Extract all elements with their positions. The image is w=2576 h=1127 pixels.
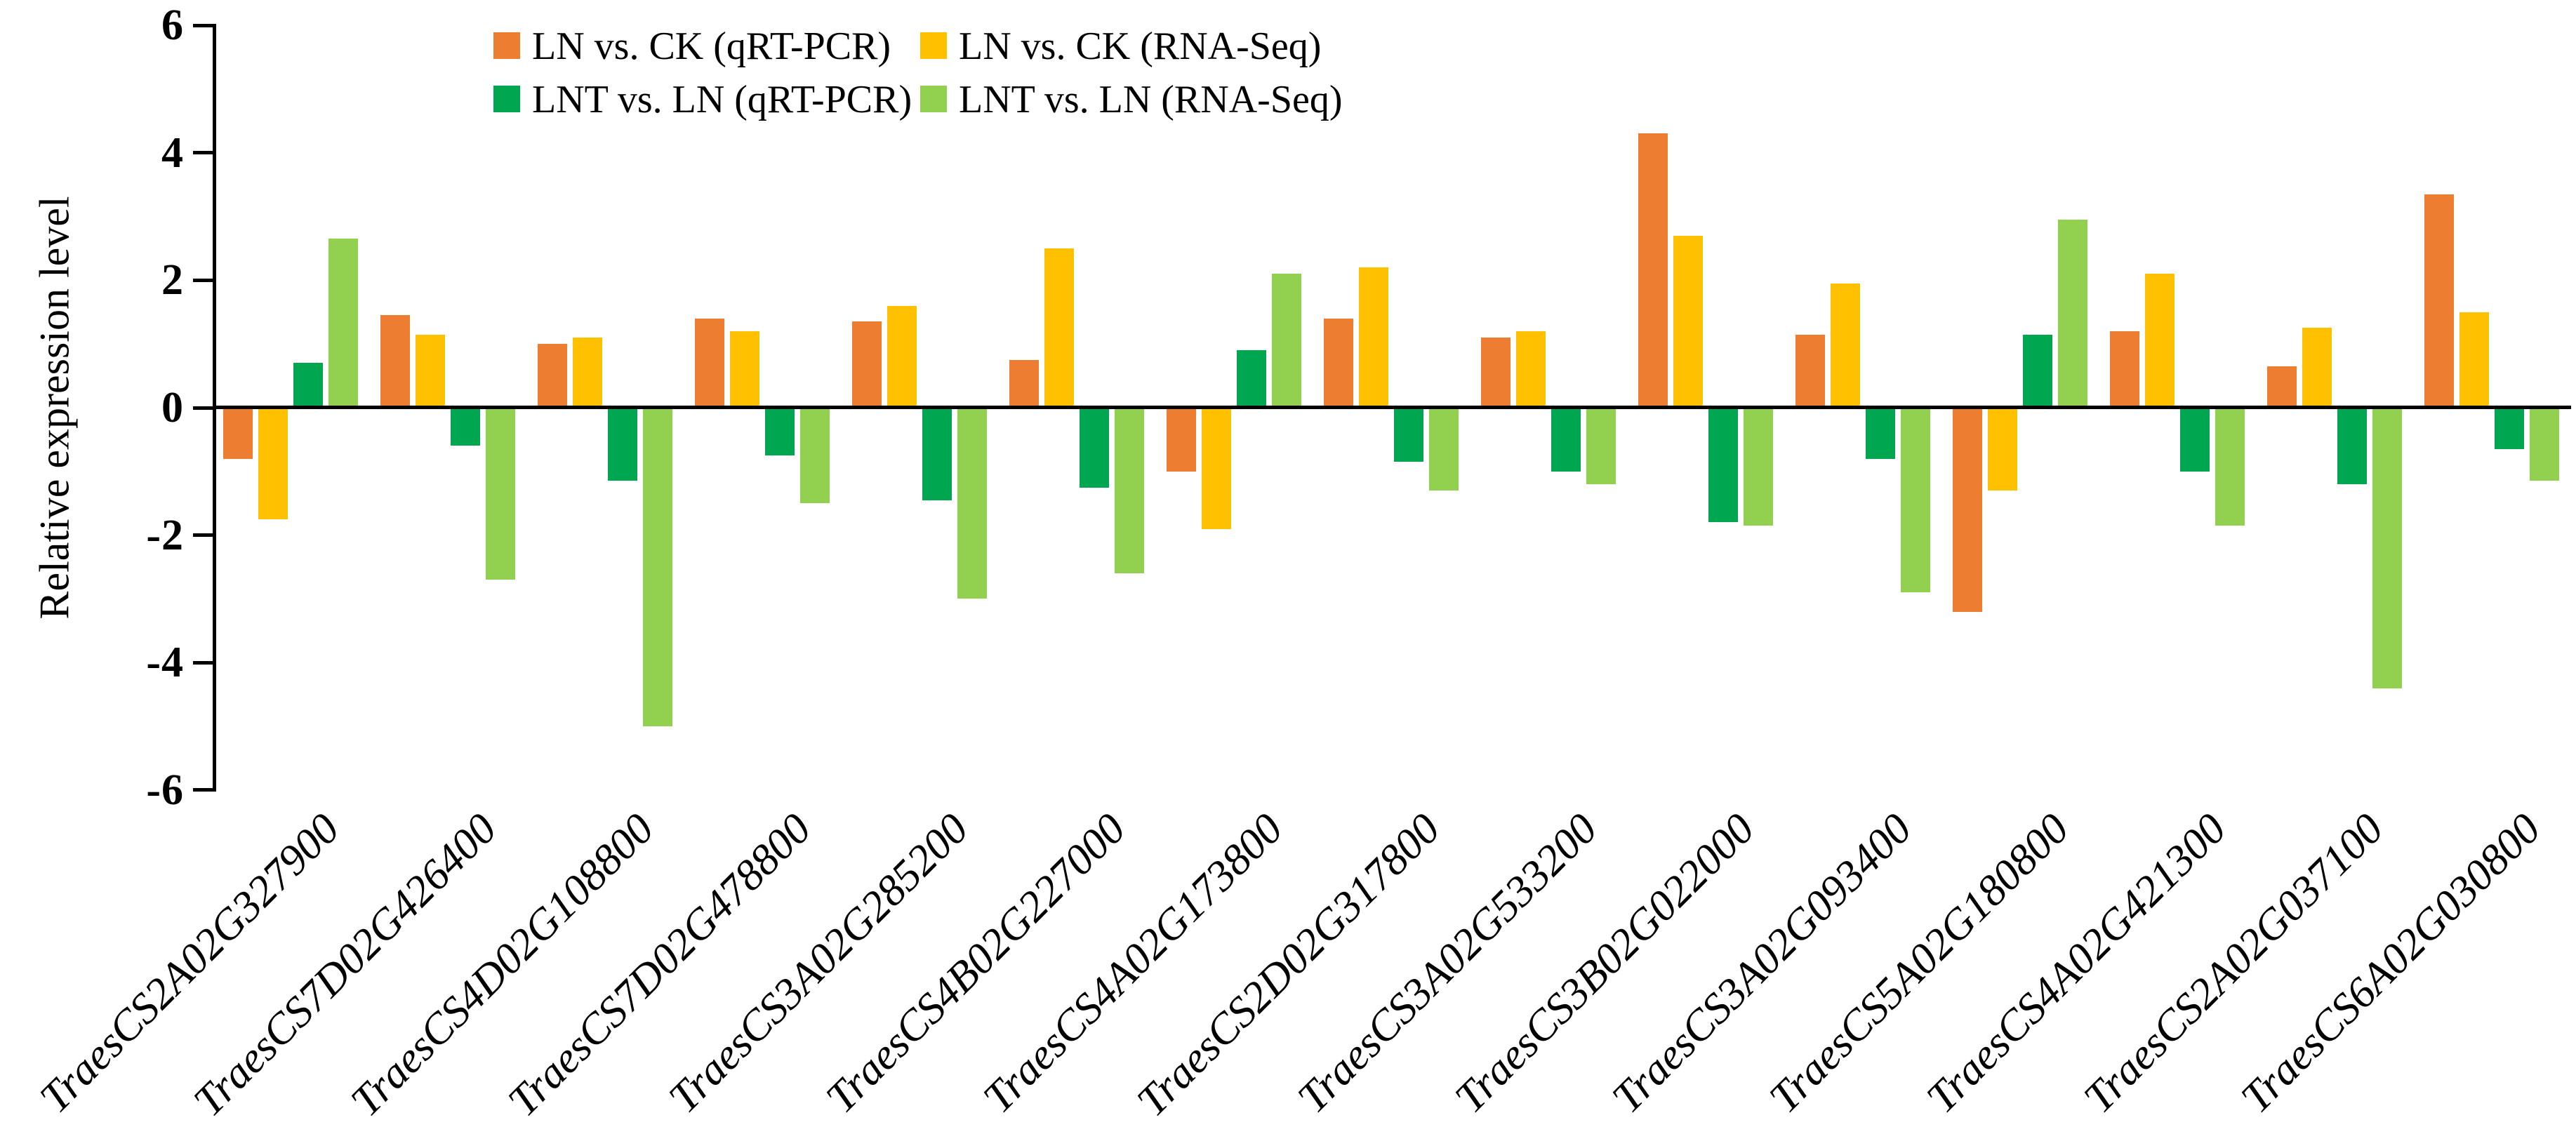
- legend-swatch-green: [493, 86, 520, 112]
- bar-TraesCS3A02G533200-s0: [1481, 338, 1511, 408]
- x-axis-label-TraesCS2A02G037100: TraesCS2A02G037100: [2075, 804, 2393, 1123]
- bar-TraesCS4A02G173800-s3: [1272, 274, 1301, 408]
- bar-TraesCS4A02G173800-s2: [1237, 350, 1266, 408]
- bar-TraesCS7D02G478800-s3: [800, 408, 830, 504]
- bar-TraesCS2A02G037100-s3: [2372, 408, 2402, 688]
- y-tick-mark: [193, 660, 216, 665]
- x-axis-label-TraesCS3A02G533200: TraesCS3A02G533200: [1289, 804, 1607, 1123]
- bar-TraesCS3A02G285200-s1: [887, 305, 917, 408]
- x-axis-label-TraesCS4D02G108800: TraesCS4D02G108800: [342, 804, 663, 1126]
- bar-TraesCS4A02G421300-s1: [2145, 274, 2175, 408]
- bar-TraesCS6A02G030800-s1: [2459, 312, 2489, 408]
- bar-TraesCS2A02G037100-s0: [2267, 366, 2297, 408]
- bar-TraesCS7D02G478800-s0: [695, 318, 724, 408]
- x-axis-label-TraesCS2D02G317800: TraesCS2D02G317800: [1128, 804, 1449, 1126]
- x-axis-zero-line: [213, 406, 2571, 409]
- bar-TraesCS4D02G108800-s0: [538, 344, 567, 408]
- bar-TraesCS3A02G533200-s2: [1551, 408, 1581, 472]
- y-tick-label: 2: [161, 256, 184, 305]
- bar-TraesCS3B02G022000-s1: [1673, 235, 1703, 408]
- bar-TraesCS4B02G227000-s0: [1009, 359, 1039, 408]
- x-axis-label-TraesCS3A02G093400: TraesCS3A02G093400: [1603, 804, 1921, 1123]
- bar-TraesCS3A02G533200-s3: [1586, 408, 1616, 484]
- bar-TraesCS4A02G421300-s0: [2110, 331, 2139, 408]
- legend-label: LNT vs. LN (RNA-Seq): [959, 78, 1343, 121]
- bar-TraesCS7D02G426400-s3: [486, 408, 515, 580]
- bar-TraesCS2A02G037100-s2: [2337, 408, 2367, 484]
- bar-TraesCS4D02G108800-s1: [573, 338, 602, 408]
- bar-TraesCS3A02G285200-s2: [922, 408, 952, 500]
- bar-TraesCS2A02G327900-s3: [328, 239, 358, 408]
- legend-label: LNT vs. LN (qRT-PCR): [532, 78, 912, 121]
- y-tick-label: -2: [146, 511, 184, 559]
- y-tick-label: -6: [146, 766, 184, 814]
- x-axis-label-TraesCS7D02G426400: TraesCS7D02G426400: [185, 804, 506, 1126]
- bar-TraesCS4B02G227000-s3: [1115, 408, 1144, 574]
- bar-TraesCS5A02G180800-s2: [2023, 334, 2052, 408]
- y-tick-mark: [193, 406, 216, 410]
- bar-TraesCS4B02G227000-s2: [1080, 408, 1109, 488]
- bar-TraesCS5A02G180800-s3: [2058, 220, 2087, 408]
- bar-TraesCS7D02G426400-s0: [380, 315, 410, 408]
- y-tick-label: 6: [161, 1, 184, 50]
- bar-TraesCS2D02G317800-s2: [1394, 408, 1423, 462]
- bar-TraesCS3A02G093400-s3: [1901, 408, 1930, 593]
- bar-TraesCS7D02G478800-s2: [765, 408, 795, 456]
- bar-TraesCS2A02G037100-s1: [2302, 328, 2332, 408]
- bar-TraesCS3A02G285200-s3: [957, 408, 987, 599]
- x-axis-label-TraesCS5A02G180800: TraesCS5A02G180800: [1760, 804, 2078, 1123]
- legend-swatch-lightgreen: [920, 86, 947, 112]
- y-tick-mark: [193, 533, 216, 538]
- bar-TraesCS3B02G022000-s0: [1638, 133, 1668, 408]
- bar-TraesCS3A02G093400-s2: [1866, 408, 1895, 459]
- bar-TraesCS7D02G426400-s1: [416, 334, 445, 408]
- x-axis-label-TraesCS7D02G478800: TraesCS7D02G478800: [499, 804, 821, 1126]
- x-axis-label-TraesCS4A02G173800: TraesCS4A02G173800: [974, 804, 1292, 1123]
- bar-TraesCS4A02G173800-s0: [1167, 408, 1196, 472]
- x-axis-label-TraesCS4B02G227000: TraesCS4B02G227000: [817, 804, 1135, 1123]
- legend-swatch-orange: [493, 32, 520, 59]
- bar-TraesCS4D02G108800-s3: [643, 408, 672, 727]
- legend-swatch-yellow: [920, 32, 947, 59]
- y-tick-label: 0: [161, 384, 184, 432]
- y-tick-mark: [193, 278, 216, 282]
- bar-TraesCS6A02G030800-s0: [2424, 194, 2454, 408]
- bar-TraesCS3A02G285200-s0: [852, 321, 882, 408]
- bar-TraesCS4A02G421300-s3: [2215, 408, 2245, 526]
- x-axis-label-TraesCS6A02G030800: TraesCS6A02G030800: [2232, 804, 2550, 1123]
- y-tick-label: -4: [146, 639, 184, 687]
- bar-TraesCS2A02G327900-s1: [258, 408, 288, 519]
- y-tick-mark: [193, 23, 216, 27]
- bar-TraesCS3A02G533200-s1: [1516, 331, 1546, 408]
- bar-TraesCS2D02G317800-s0: [1324, 318, 1353, 408]
- x-axis-label-TraesCS2A02G327900: TraesCS2A02G327900: [31, 804, 349, 1123]
- bar-TraesCS6A02G030800-s2: [2495, 408, 2524, 450]
- bar-TraesCS2A02G327900-s2: [293, 363, 323, 408]
- bar-TraesCS3B02G022000-s2: [1708, 408, 1738, 523]
- bar-TraesCS4D02G108800-s2: [608, 408, 637, 481]
- y-tick-mark: [193, 788, 216, 792]
- bar-TraesCS2D02G317800-s3: [1429, 408, 1459, 491]
- bar-TraesCS2A02G327900-s0: [223, 408, 253, 459]
- bar-TraesCS3B02G022000-s3: [1744, 408, 1773, 526]
- bar-TraesCS3A02G093400-s1: [1831, 283, 1860, 408]
- bar-TraesCS4A02G173800-s1: [1202, 408, 1231, 529]
- y-tick-label: 4: [161, 128, 184, 177]
- x-axis-label-TraesCS4A02G421300: TraesCS4A02G421300: [1918, 804, 2236, 1123]
- bar-TraesCS7D02G478800-s1: [730, 331, 759, 408]
- bar-TraesCS5A02G180800-s1: [1988, 408, 2017, 491]
- legend-label: LN vs. CK (qRT-PCR): [532, 25, 891, 68]
- y-tick-mark: [193, 151, 216, 155]
- bar-TraesCS2D02G317800-s1: [1359, 267, 1388, 408]
- x-axis-label-TraesCS3A02G285200: TraesCS3A02G285200: [660, 804, 978, 1123]
- bar-TraesCS7D02G426400-s2: [451, 408, 480, 446]
- bar-TraesCS4B02G227000-s1: [1044, 248, 1074, 408]
- bar-TraesCS4A02G421300-s2: [2180, 408, 2210, 472]
- bar-TraesCS5A02G180800-s0: [1953, 408, 1982, 612]
- legend-label: LN vs. CK (RNA-Seq): [959, 25, 1322, 68]
- bar-TraesCS6A02G030800-s3: [2530, 408, 2559, 481]
- x-axis-label-TraesCS3B02G022000: TraesCS3B02G022000: [1446, 804, 1764, 1123]
- bar-TraesCS3A02G093400-s0: [1795, 334, 1825, 408]
